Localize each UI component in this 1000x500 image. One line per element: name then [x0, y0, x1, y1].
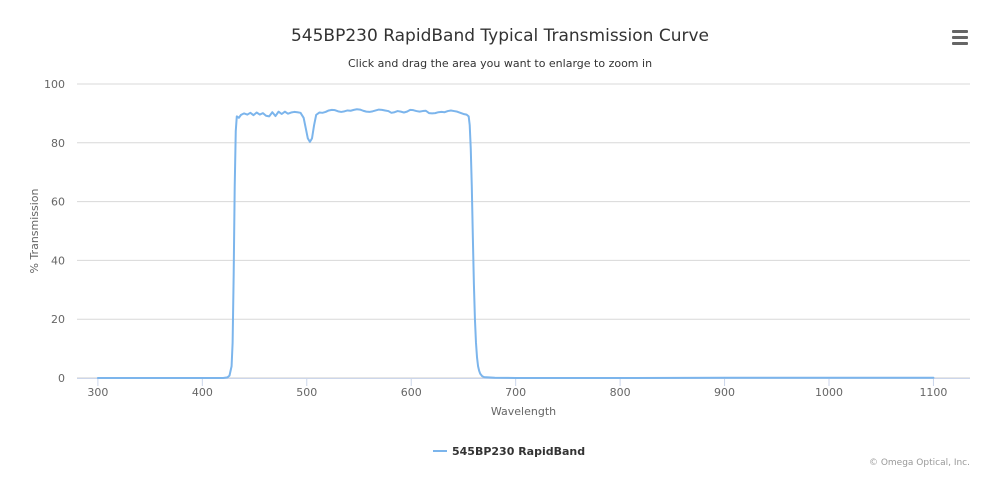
- y-tick-label: 60: [51, 196, 65, 209]
- series-line: [96, 108, 935, 379]
- hamburger-menu-icon[interactable]: [950, 30, 970, 48]
- y-tick-label: 0: [58, 372, 65, 385]
- credits-text[interactable]: © Omega Optical, Inc.: [868, 458, 970, 468]
- y-tick-label: 80: [51, 137, 65, 150]
- x-axis-title: Wavelength: [491, 405, 556, 418]
- x-tick-label: 500: [296, 386, 317, 399]
- x-tick-label: 1000: [815, 386, 843, 399]
- y-tick-label: 20: [51, 313, 65, 326]
- chart-title: 545BP230 RapidBand Typical Transmission …: [290, 26, 709, 46]
- x-tick-label: 400: [192, 386, 213, 399]
- x-tick-label: 300: [87, 386, 108, 399]
- y-tick-label: 100: [44, 78, 65, 91]
- x-tick-label: 600: [401, 386, 422, 399]
- x-tick-label: 900: [714, 386, 735, 399]
- menu-bar: [952, 42, 968, 45]
- menu-bar: [952, 30, 968, 33]
- legend-item[interactable]: 545BP230 RapidBand: [452, 445, 585, 458]
- x-tick-label: 700: [505, 386, 526, 399]
- x-tick-label: 800: [610, 386, 631, 399]
- x-tick-label: 1100: [919, 386, 947, 399]
- menu-bar: [952, 36, 968, 39]
- chart-subtitle: Click and drag the area you want to enla…: [347, 57, 653, 70]
- y-tick-label: 40: [51, 254, 65, 267]
- y-axis-title: % Transmission: [28, 188, 41, 273]
